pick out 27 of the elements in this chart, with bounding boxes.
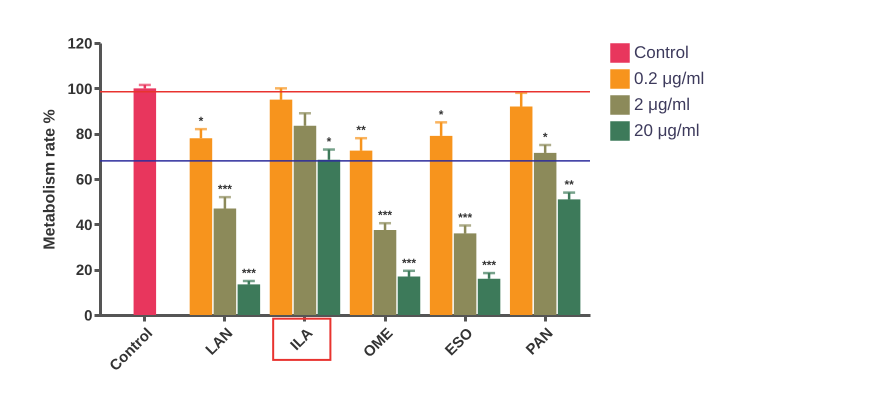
y-axis-title: Metabolism rate % — [41, 109, 58, 250]
bar — [478, 278, 500, 315]
data-label: * — [542, 130, 548, 144]
data-label: *** — [378, 208, 392, 222]
data-label: ** — [356, 123, 366, 138]
legend-label: 20 μg/ml — [634, 121, 700, 140]
data-label: *** — [242, 266, 256, 280]
y-tick-label: 60 — [76, 172, 92, 188]
legend-label: 0.2 μg/ml — [634, 69, 704, 88]
data-label: ** — [564, 178, 574, 192]
y-tick-label: 120 — [67, 36, 92, 52]
data-label: * — [198, 114, 204, 128]
x-tick-label: ILA — [287, 324, 316, 354]
y-tick-label: 40 — [76, 216, 92, 234]
data-label: *** — [482, 258, 496, 272]
data-label: * — [438, 107, 444, 122]
legend-label: Control — [634, 43, 689, 62]
data-label: * — [326, 134, 332, 149]
data-label: *** — [218, 182, 232, 196]
y-tick-label: 20 — [76, 262, 92, 280]
y-tick-label: 80 — [76, 126, 92, 144]
legend-label: 2 μg/ml — [634, 95, 690, 114]
y-tick-label: 100 — [67, 80, 92, 98]
data-label: *** — [458, 210, 472, 224]
bar — [398, 276, 420, 315]
y-tick-label: 0 — [84, 308, 92, 324]
data-label: *** — [402, 256, 416, 270]
